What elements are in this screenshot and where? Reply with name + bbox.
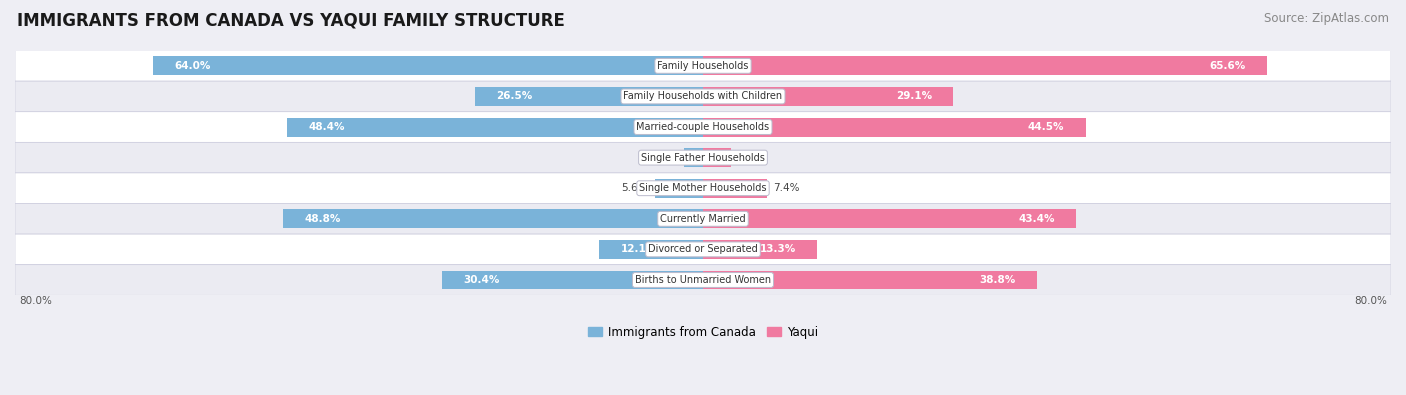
Text: 5.6%: 5.6% bbox=[621, 183, 648, 193]
Text: Source: ZipAtlas.com: Source: ZipAtlas.com bbox=[1264, 12, 1389, 25]
Text: 44.5%: 44.5% bbox=[1028, 122, 1064, 132]
Bar bbox=[703, 240, 817, 259]
Bar bbox=[599, 240, 703, 259]
FancyBboxPatch shape bbox=[15, 142, 1391, 173]
FancyBboxPatch shape bbox=[15, 265, 1391, 295]
Bar bbox=[703, 271, 1036, 290]
Text: 7.4%: 7.4% bbox=[773, 183, 800, 193]
Text: 65.6%: 65.6% bbox=[1209, 61, 1246, 71]
Text: Currently Married: Currently Married bbox=[661, 214, 745, 224]
Bar bbox=[703, 118, 1085, 137]
Text: Single Mother Households: Single Mother Households bbox=[640, 183, 766, 193]
Bar bbox=[703, 209, 1076, 228]
Text: 12.1%: 12.1% bbox=[620, 245, 657, 254]
Bar bbox=[703, 179, 766, 198]
Bar bbox=[153, 56, 703, 75]
Text: 29.1%: 29.1% bbox=[896, 91, 932, 102]
FancyBboxPatch shape bbox=[15, 51, 1391, 81]
Text: 30.4%: 30.4% bbox=[463, 275, 499, 285]
Bar bbox=[475, 87, 703, 106]
Text: 2.2%: 2.2% bbox=[651, 152, 678, 163]
Text: Family Households: Family Households bbox=[658, 61, 748, 71]
FancyBboxPatch shape bbox=[15, 203, 1391, 234]
Text: Married-couple Households: Married-couple Households bbox=[637, 122, 769, 132]
Bar bbox=[703, 148, 731, 167]
Text: 3.2%: 3.2% bbox=[737, 152, 763, 163]
Text: 38.8%: 38.8% bbox=[979, 275, 1015, 285]
Text: Divorced or Separated: Divorced or Separated bbox=[648, 245, 758, 254]
Text: 13.3%: 13.3% bbox=[759, 245, 796, 254]
Bar bbox=[287, 118, 703, 137]
Text: Single Father Households: Single Father Households bbox=[641, 152, 765, 163]
Bar bbox=[284, 209, 703, 228]
Text: Family Households with Children: Family Households with Children bbox=[623, 91, 783, 102]
Text: 80.0%: 80.0% bbox=[20, 296, 52, 306]
Bar bbox=[655, 179, 703, 198]
Legend: Immigrants from Canada, Yaqui: Immigrants from Canada, Yaqui bbox=[583, 321, 823, 343]
FancyBboxPatch shape bbox=[15, 173, 1391, 203]
Bar bbox=[441, 271, 703, 290]
Text: 26.5%: 26.5% bbox=[496, 91, 533, 102]
FancyBboxPatch shape bbox=[15, 112, 1391, 142]
Bar bbox=[685, 148, 703, 167]
Text: Births to Unmarried Women: Births to Unmarried Women bbox=[636, 275, 770, 285]
Text: 64.0%: 64.0% bbox=[174, 61, 211, 71]
Text: 48.4%: 48.4% bbox=[308, 122, 344, 132]
Bar bbox=[703, 87, 953, 106]
FancyBboxPatch shape bbox=[15, 81, 1391, 112]
Text: 48.8%: 48.8% bbox=[305, 214, 342, 224]
Bar bbox=[703, 56, 1267, 75]
Text: 80.0%: 80.0% bbox=[1354, 296, 1386, 306]
FancyBboxPatch shape bbox=[15, 234, 1391, 265]
Text: 43.4%: 43.4% bbox=[1018, 214, 1054, 224]
Text: IMMIGRANTS FROM CANADA VS YAQUI FAMILY STRUCTURE: IMMIGRANTS FROM CANADA VS YAQUI FAMILY S… bbox=[17, 12, 565, 30]
